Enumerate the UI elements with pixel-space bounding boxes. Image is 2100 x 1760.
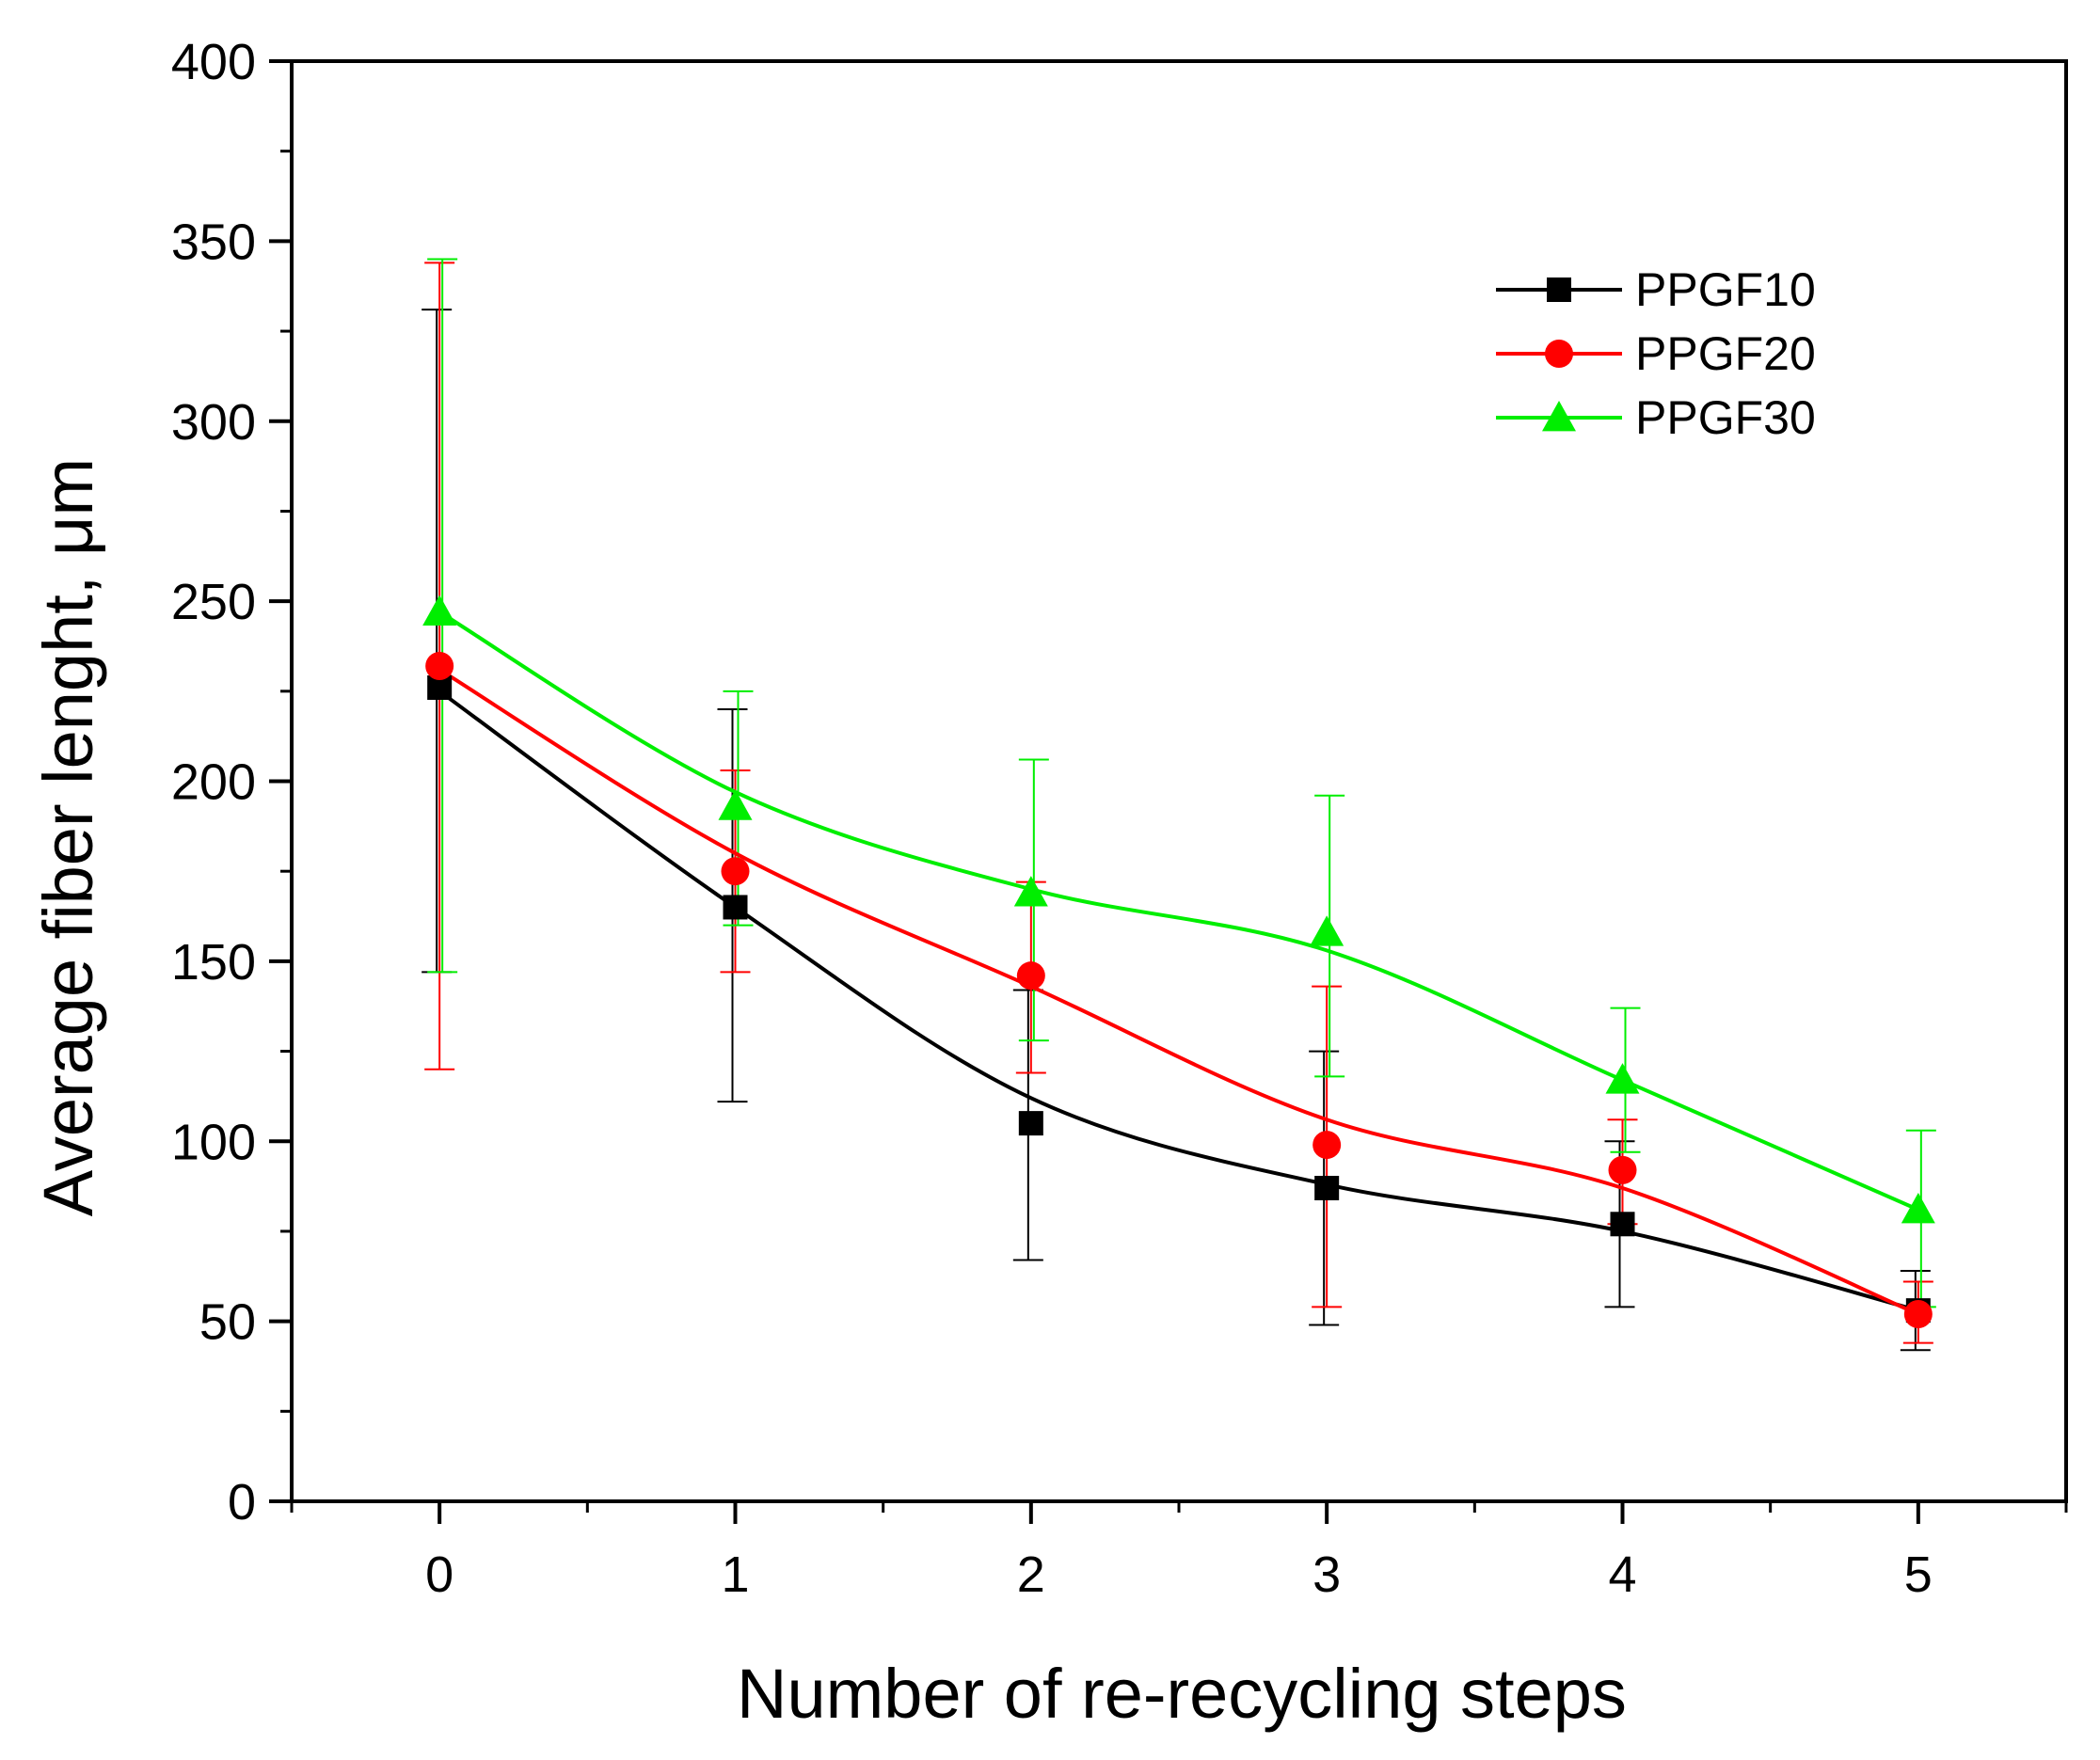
ppgf30-point <box>1901 1192 1935 1224</box>
y-tick-label: 200 <box>171 754 256 811</box>
ppgf20-point <box>1608 1155 1637 1184</box>
x-tick-label: 4 <box>1608 1546 1636 1603</box>
y-axis-title: Average fiber lenght, μm <box>29 458 107 1216</box>
y-tick-label: 150 <box>171 934 256 991</box>
legend-marker-ppgf30 <box>1542 401 1576 432</box>
ppgf20-point <box>1312 1131 1342 1160</box>
series-lines <box>438 610 1919 1316</box>
y-tick-label: 50 <box>199 1294 256 1351</box>
data-markers <box>422 595 1935 1328</box>
ppgf20-point <box>425 652 454 681</box>
ppgf10-point <box>1610 1212 1635 1237</box>
y-tick-label: 400 <box>171 34 256 90</box>
y-tick-label: 350 <box>171 214 256 270</box>
x-tick-label: 2 <box>1017 1546 1045 1603</box>
x-tick-label: 3 <box>1312 1546 1341 1603</box>
y-tick-label: 300 <box>171 394 256 451</box>
ppgf20-line <box>438 668 1919 1316</box>
ppgf30-point <box>422 595 457 626</box>
x-axis-title: Number of re-recycling steps <box>737 1655 1627 1733</box>
ppgf20-point <box>1016 961 1045 991</box>
y-tick-label: 250 <box>171 574 256 630</box>
ppgf20-point <box>721 857 750 886</box>
ppgf10-point <box>1314 1176 1340 1201</box>
ppgf30-point <box>718 789 753 820</box>
legend-marker-ppgf20 <box>1545 340 1573 368</box>
ppgf10-point <box>1018 1111 1043 1136</box>
x-tick-label: 1 <box>721 1546 749 1603</box>
legend-label-ppgf30: PPGF30 <box>1635 391 1816 444</box>
ppgf10-line <box>438 690 1919 1313</box>
ppgf10-point <box>723 895 748 920</box>
axes: 0 50 100 150 200 250 300 350 400 0 1 2 3 4 5 <box>171 34 2068 1603</box>
legend-marker-ppgf10 <box>1547 277 1571 302</box>
ppgf30-point <box>1605 1063 1640 1094</box>
ppgf30-line <box>438 610 1919 1212</box>
ppgf30-point <box>1013 876 1048 907</box>
legend-label-ppgf10: PPGF10 <box>1635 263 1816 316</box>
x-tick-label: 0 <box>425 1546 453 1603</box>
ppgf30-point <box>1310 915 1344 946</box>
y-tick-label: 0 <box>228 1474 256 1530</box>
y-tick-label: 100 <box>171 1114 256 1170</box>
ppgf20-point <box>1903 1299 1933 1328</box>
x-tick-label: 5 <box>1904 1546 1933 1603</box>
legend-label-ppgf20: PPGF20 <box>1635 327 1816 380</box>
legend: PPGF10 PPGF20 PPGF30 <box>1496 263 1816 444</box>
